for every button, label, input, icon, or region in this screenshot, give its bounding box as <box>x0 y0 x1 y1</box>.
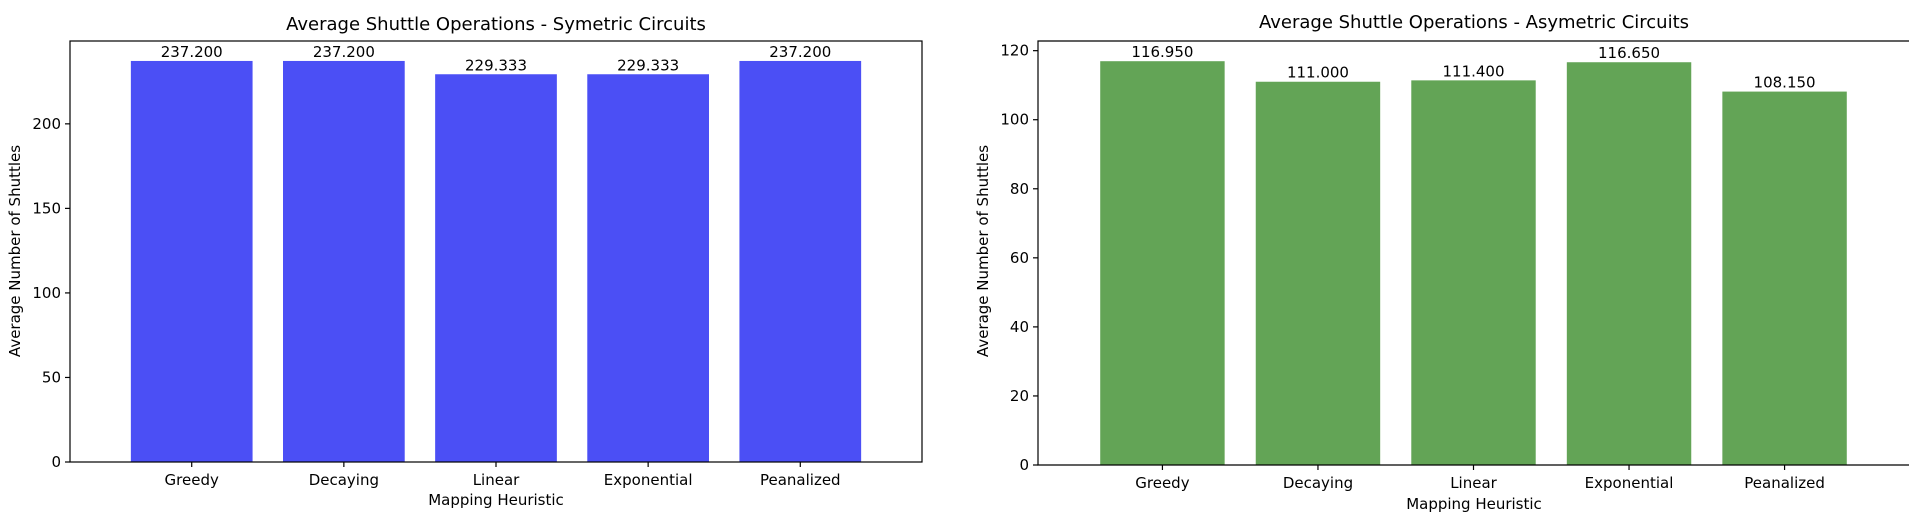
y-tick-label: 100 <box>1000 111 1029 129</box>
data-label: 116.650 <box>1598 44 1660 62</box>
y-tick-label: 100 <box>32 284 61 302</box>
data-label: 111.000 <box>1287 64 1349 82</box>
symmetric-chart: Average Shuttle Operations - Symetric Ci… <box>6 14 923 509</box>
plot-frame <box>69 40 923 463</box>
bar <box>1566 62 1692 465</box>
y-tick-label: 120 <box>1000 42 1029 60</box>
x-axis-label: Mapping Heuristic <box>1406 495 1542 513</box>
data-label: 116.950 <box>1131 43 1193 61</box>
y-tick-label: 0 <box>51 453 61 471</box>
y-tick-label: 0 <box>1019 456 1029 474</box>
data-label: 229.333 <box>465 56 527 74</box>
data-label: 237.200 <box>769 43 831 61</box>
bar <box>283 60 405 463</box>
y-tick-label: 80 <box>1010 180 1029 198</box>
y-tick-label: 60 <box>1010 249 1029 267</box>
chart-title: Average Shuttle Operations - Asymetric C… <box>1259 12 1689 33</box>
chart-title: Average Shuttle Operations - Symetric Ci… <box>286 14 706 35</box>
asymmetric-chart: Average Shuttle Operations - Asymetric C… <box>974 12 1909 513</box>
x-axis-label: Mapping Heuristic <box>428 491 564 509</box>
bar <box>739 60 862 463</box>
y-axis-label: Average Number of Shuttles <box>6 145 24 357</box>
x-tick-label: Linear <box>473 471 520 489</box>
plot-area: 237.200 Greedy 237.200 Decaying 229.333 Linea… <box>32 40 923 489</box>
x-tick-label: Exponential <box>1585 474 1674 492</box>
bar <box>1411 80 1536 465</box>
y-tick-label: 40 <box>1010 318 1029 336</box>
x-tick-label: Decaying <box>1283 474 1353 492</box>
bar <box>1100 61 1225 465</box>
bar <box>130 60 253 463</box>
x-tick-label: Exponential <box>604 471 693 489</box>
x-tick-label: Peanalized <box>760 471 841 489</box>
x-tick-label: Linear <box>1450 474 1497 492</box>
x-tick-label: Peanalized <box>1744 474 1825 492</box>
plot-area: 116.950 Greedy 111.000 Decaying 111.400 Linea… <box>1000 40 1909 492</box>
data-label: 229.333 <box>617 56 679 74</box>
y-axis-label: Average Number of Shuttles <box>974 145 992 357</box>
y-tick-label: 20 <box>1010 387 1029 405</box>
x-tick-label: Greedy <box>165 471 219 489</box>
bar <box>435 74 557 463</box>
y-tick-label: 200 <box>32 115 61 133</box>
data-label: 108.150 <box>1754 74 1816 92</box>
bar <box>1722 91 1847 465</box>
data-label: 111.400 <box>1442 62 1504 80</box>
data-label: 237.200 <box>313 43 375 61</box>
y-tick-label: 150 <box>32 199 61 217</box>
y-tick-label: 50 <box>42 368 61 386</box>
bar <box>587 74 709 463</box>
plot-frame <box>1037 40 1909 466</box>
data-label: 237.200 <box>161 43 223 61</box>
x-tick-label: Greedy <box>1135 474 1189 492</box>
x-tick-label: Decaying <box>309 471 379 489</box>
bar <box>1255 81 1381 465</box>
